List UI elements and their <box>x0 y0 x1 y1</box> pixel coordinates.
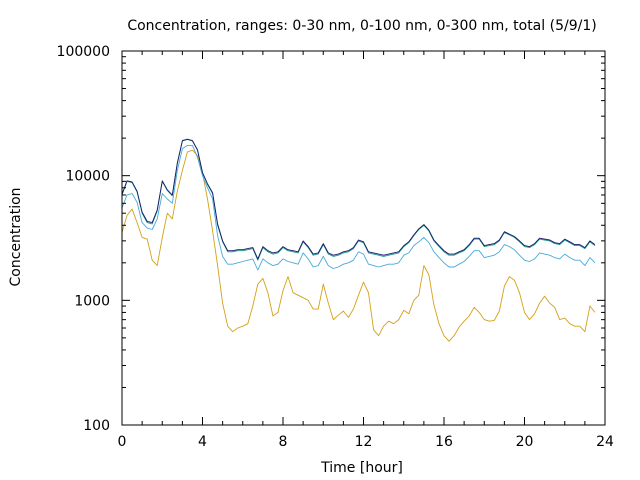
x-axis: 0 4 8 12 16 20 24 <box>118 51 614 450</box>
series-line-1 <box>121 144 596 271</box>
chart-title: Concentration, ranges: 0-30 nm, 0-100 nm… <box>127 18 596 34</box>
x-tick-label: 12 <box>355 434 373 450</box>
y-tick-label: 100 <box>83 418 110 434</box>
x-tick-label: 20 <box>516 434 534 450</box>
series-line-2 <box>121 139 596 261</box>
x-tick-label: 4 <box>198 434 207 450</box>
y-axis: 100 1000 10000 100000 <box>57 44 605 434</box>
series-layer <box>121 138 596 342</box>
x-tick-label: 8 <box>279 434 288 450</box>
y-tick-label: 10000 <box>65 169 110 185</box>
x-axis-label: Time [hour] <box>320 460 403 476</box>
x-tick-label: 24 <box>596 434 614 450</box>
y-tick-label: 1000 <box>74 293 110 309</box>
series-line-3 <box>121 138 596 260</box>
y-axis-label: Concentration <box>8 187 24 286</box>
plot-frame <box>121 50 606 426</box>
y-tick-label: 100000 <box>57 44 110 60</box>
x-tick-label: 0 <box>118 434 127 450</box>
x-tick-label: 16 <box>435 434 453 450</box>
